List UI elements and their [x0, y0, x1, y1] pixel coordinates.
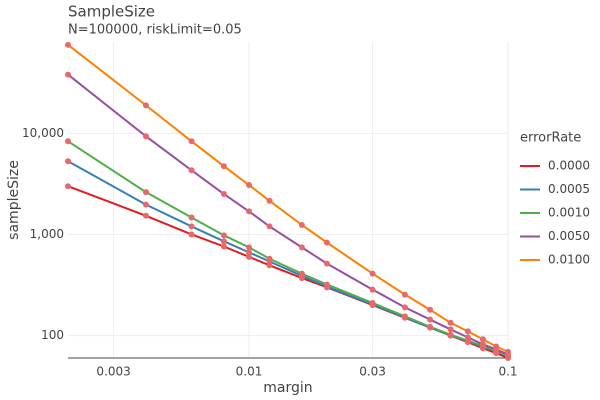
data-point [266, 197, 273, 204]
data-point [401, 313, 408, 320]
data-point [479, 341, 486, 348]
data-point [188, 223, 195, 230]
x-tick-label: 0.03 [359, 365, 386, 379]
data-point [266, 255, 273, 262]
data-point [464, 328, 471, 335]
data-point [65, 138, 71, 145]
data-point [65, 41, 71, 48]
data-point [65, 183, 71, 190]
data-point [479, 336, 486, 343]
data-point [142, 212, 149, 219]
data-point [65, 158, 71, 165]
data-point [142, 102, 149, 109]
data-point [142, 201, 149, 208]
data-point [298, 221, 305, 228]
data-point [142, 133, 149, 140]
chart-subtitle: N=100000, riskLimit=0.05 [68, 23, 242, 38]
data-point [188, 231, 195, 238]
data-point [142, 189, 149, 196]
data-point [246, 182, 253, 189]
series-line [67, 73, 509, 356]
chart-title: SampleSize [68, 3, 155, 21]
data-point [246, 249, 253, 256]
data-point [447, 319, 454, 326]
x-tick-label: 0.003 [96, 365, 130, 379]
data-point [220, 238, 227, 245]
series-line [67, 160, 509, 357]
data-point [220, 232, 227, 239]
y-axis-label: sampleSize [6, 160, 22, 240]
data-point [246, 208, 253, 215]
data-point [401, 291, 408, 298]
y-tick-label: 100 [41, 328, 64, 342]
data-point [323, 281, 330, 288]
data-point [427, 323, 434, 330]
y-tick-label: 1,000 [30, 227, 64, 241]
legend-label: 0.0100 [548, 253, 590, 267]
data-point [323, 260, 330, 267]
series-line [67, 44, 509, 353]
data-point [369, 270, 376, 277]
x-tick-label: 0.01 [236, 365, 263, 379]
data-point [505, 348, 511, 355]
data-point [65, 71, 71, 78]
data-point [447, 326, 454, 333]
data-point [427, 306, 434, 313]
data-point [220, 243, 227, 250]
data-point [220, 191, 227, 198]
data-point [401, 304, 408, 311]
legend-label: 0.0010 [548, 206, 590, 220]
data-point [188, 138, 195, 145]
data-point [464, 334, 471, 341]
data-point [266, 223, 273, 230]
legend-title: errorRate [520, 131, 581, 146]
data-point [427, 316, 434, 323]
data-point [188, 167, 195, 174]
x-tick-label: 0.1 [498, 365, 517, 379]
series-line [67, 140, 509, 357]
legend-label: 0.0000 [548, 159, 590, 173]
data-point [220, 163, 227, 170]
legend-label: 0.0005 [548, 182, 590, 196]
data-point [369, 299, 376, 306]
data-point [369, 286, 376, 293]
data-point [493, 343, 500, 350]
x-axis-label: margin [263, 380, 312, 396]
data-point [447, 331, 454, 338]
data-point [246, 253, 253, 260]
legend-label: 0.0050 [548, 229, 590, 243]
data-point [298, 270, 305, 277]
data-point [298, 244, 305, 251]
y-tick-label: 10,000 [22, 126, 64, 140]
data-point [188, 214, 195, 221]
data-point [323, 239, 330, 246]
data-point [246, 244, 253, 251]
